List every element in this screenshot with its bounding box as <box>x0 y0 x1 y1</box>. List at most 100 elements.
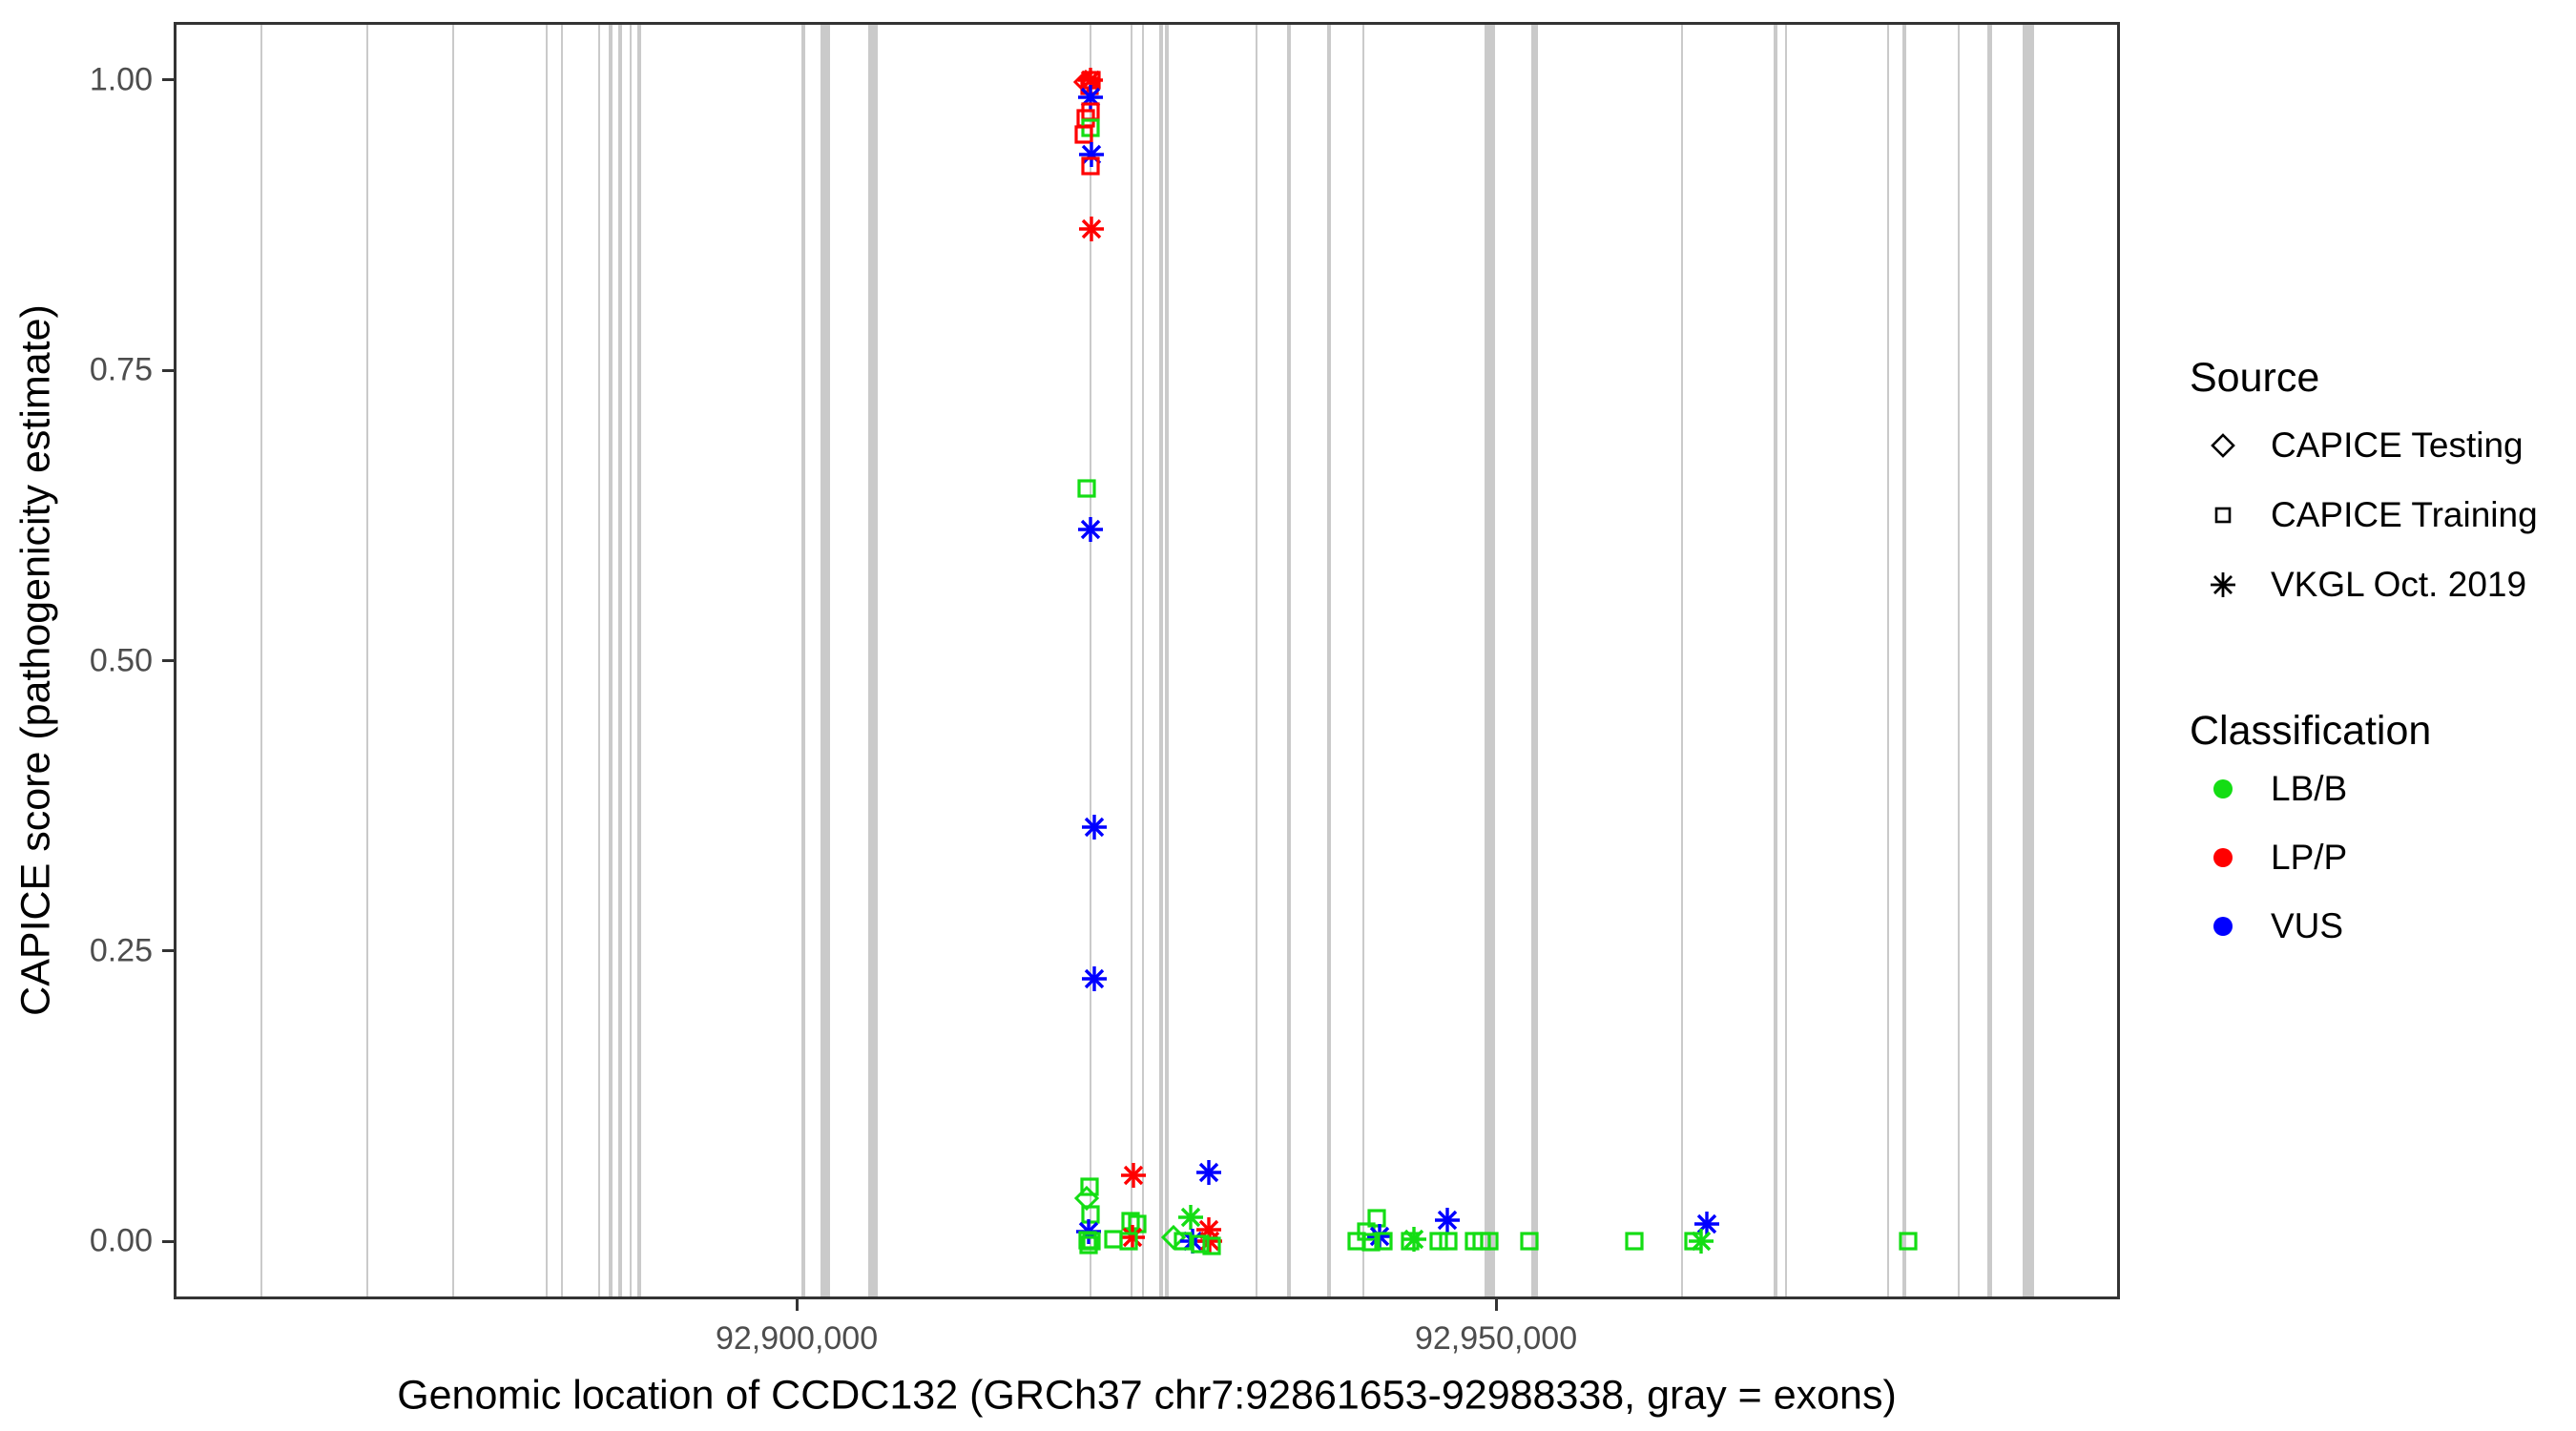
exon-band <box>365 25 368 1296</box>
data-point-diamond <box>1073 70 1099 95</box>
y-tick-label: 1.00 <box>89 61 153 98</box>
exon-band <box>629 25 633 1296</box>
exon-band <box>546 25 549 1296</box>
data-point-square <box>1374 1232 1393 1251</box>
x-tick-mark <box>1494 1299 1498 1311</box>
exon-band <box>820 25 831 1296</box>
data-point-asterisk <box>1688 1229 1714 1255</box>
data-point-square <box>1520 1232 1539 1251</box>
exon-band <box>451 25 454 1296</box>
exon-band <box>1256 25 1258 1296</box>
y-tick-label: 0.25 <box>89 932 153 969</box>
square-icon <box>2214 507 2232 524</box>
data-point-asterisk <box>1195 1216 1221 1242</box>
plot-panel <box>174 22 2120 1299</box>
exon-band <box>617 25 622 1296</box>
exon-band <box>1887 25 1890 1296</box>
red-dot-icon <box>2213 848 2233 867</box>
data-point-asterisk <box>1075 1219 1101 1245</box>
exon-band <box>1774 25 1777 1296</box>
data-point-diamond <box>1073 1185 1100 1212</box>
exon-band <box>1326 25 1332 1296</box>
legend-item-label: LP/P <box>2271 838 2348 877</box>
exon-band <box>637 25 641 1296</box>
exon-band <box>1902 25 1907 1296</box>
data-point-square <box>1174 1232 1193 1251</box>
data-point-asterisk <box>1178 1204 1203 1230</box>
y-tick-label: 0.00 <box>89 1222 153 1259</box>
data-point-asterisk <box>1435 1208 1461 1234</box>
exon-band <box>1530 25 1538 1296</box>
legend-item-label: CAPICE Training <box>2271 495 2538 534</box>
data-point-square <box>1429 1232 1448 1251</box>
data-point-square <box>1439 1232 1458 1251</box>
exon-band <box>1287 25 1291 1296</box>
exon-band <box>1485 25 1496 1296</box>
exon-band <box>1090 25 1092 1296</box>
exon-band <box>1785 25 1788 1296</box>
x-axis-title: Genomic location of CCDC132 (GRCh37 chr7… <box>397 1372 1897 1419</box>
exon-band <box>1957 25 1961 1296</box>
y-tick-mark <box>162 949 174 953</box>
y-tick-label: 0.75 <box>89 351 153 388</box>
data-point-square <box>1074 125 1093 144</box>
data-point-square <box>1104 1230 1123 1249</box>
exon-band <box>1680 25 1684 1296</box>
data-point-asterisk <box>1082 814 1108 840</box>
data-point-asterisk <box>1121 1162 1147 1188</box>
diamond-icon <box>2211 433 2235 458</box>
data-point-square <box>1202 1236 1221 1255</box>
data-point-asterisk <box>1366 1224 1392 1250</box>
data-point-square <box>1361 1233 1381 1252</box>
y-tick-mark <box>162 1239 174 1243</box>
exon-band <box>609 25 613 1296</box>
legend-classification-title: Classification <box>2190 708 2432 754</box>
exon-band <box>1362 25 1365 1296</box>
exon-band <box>1987 25 1993 1296</box>
data-point-square <box>1357 1222 1376 1241</box>
exon-band <box>260 25 262 1296</box>
green-dot-icon <box>2213 779 2233 798</box>
data-point-asterisk <box>1082 966 1108 992</box>
data-point-asterisk <box>1195 1160 1221 1186</box>
data-point-square <box>1191 1234 1210 1254</box>
exon-band <box>561 25 564 1296</box>
y-tick-mark <box>162 368 174 372</box>
data-point-asterisk <box>1693 1211 1719 1236</box>
blue-dot-icon <box>2213 917 2233 936</box>
legend-item-label: LB/B <box>2271 769 2348 808</box>
data-point-square <box>1076 109 1095 128</box>
x-tick-label: 92,950,000 <box>1414 1320 1578 1357</box>
exon-band <box>2022 25 2034 1296</box>
exon-band <box>867 25 879 1296</box>
exon-band <box>1165 25 1170 1296</box>
data-point-asterisk <box>1179 1229 1205 1255</box>
legend-item-label: CAPICE Testing <box>2271 425 2524 465</box>
data-point-square <box>1119 1232 1138 1251</box>
exon-band <box>1141 25 1145 1296</box>
data-point-square <box>1401 1232 1420 1251</box>
data-point-square <box>1625 1232 1644 1251</box>
y-tick-label: 0.50 <box>89 642 153 678</box>
asterisk-icon <box>2211 572 2235 597</box>
data-point-square <box>1128 1214 1147 1234</box>
y-tick-mark <box>162 78 174 82</box>
data-point-square <box>1899 1232 1918 1251</box>
data-point-square <box>1077 479 1096 498</box>
data-point-square <box>1367 1209 1386 1228</box>
legend-item-label: VKGL Oct. 2019 <box>2271 565 2527 604</box>
data-point-square <box>1347 1232 1366 1251</box>
x-tick-label: 92,900,000 <box>715 1320 879 1357</box>
data-point-asterisk <box>1401 1226 1426 1252</box>
exon-band <box>1159 25 1163 1296</box>
x-tick-mark <box>795 1299 799 1311</box>
exon-band <box>598 25 601 1296</box>
legend-source-title: Source <box>2190 355 2320 401</box>
legend-item-label: VUS <box>2271 906 2344 945</box>
exon-band <box>801 25 805 1296</box>
exon-band <box>1130 25 1133 1296</box>
data-point-square <box>1078 1231 1097 1250</box>
y-tick-mark <box>162 659 174 662</box>
data-point-asterisk <box>1196 1229 1222 1255</box>
